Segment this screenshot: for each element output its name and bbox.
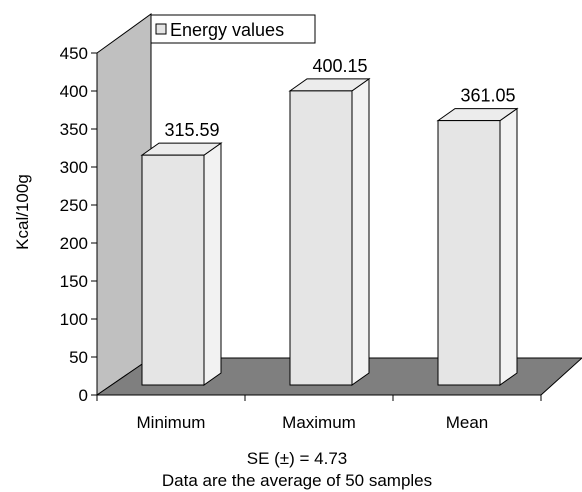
data-label-0: 315.59 xyxy=(164,120,219,140)
y-axis-ticks: 0 50 100 150 200 250 300 350 400 450 xyxy=(60,44,97,405)
x-axis-ticks: Minimum Maximum Mean xyxy=(96,395,542,432)
bar-2 xyxy=(436,107,519,386)
y-tick-label-5: 250 xyxy=(60,196,88,215)
data-labels: 315.59 400.15 361.05 xyxy=(164,56,515,140)
legend-box xyxy=(150,14,316,44)
bar-side-0 xyxy=(203,142,222,386)
note-samples: Data are the average of 50 samples xyxy=(162,471,432,490)
y-tick-label-6: 300 xyxy=(60,158,88,177)
bar-front-0 xyxy=(141,154,205,386)
y-tick-label-1: 50 xyxy=(69,348,88,367)
legend-label: Energy values xyxy=(170,20,284,40)
bar-front-1 xyxy=(289,90,353,386)
y-tick-label-2: 100 xyxy=(60,310,88,329)
x-tick-label-0: Minimum xyxy=(137,413,206,432)
bar-1 xyxy=(288,77,371,386)
bar-side-2 xyxy=(499,107,518,386)
bar-front-2 xyxy=(437,120,501,386)
y-tick-label-8: 400 xyxy=(60,82,88,101)
x-tick-label-2: Mean xyxy=(446,413,489,432)
x-tick-label-1: Maximum xyxy=(282,413,356,432)
y-tick-label-7: 350 xyxy=(60,120,88,139)
y-tick-label-0: 0 xyxy=(79,386,88,405)
y-tick-label-4: 200 xyxy=(60,234,88,253)
data-label-2: 361.05 xyxy=(460,86,515,106)
y-tick-label-9: 450 xyxy=(60,44,88,63)
bars xyxy=(140,77,519,386)
y-tick-label-3: 150 xyxy=(60,272,88,291)
legend-swatch xyxy=(155,23,167,35)
y-axis-label: Kcal/100g xyxy=(13,174,32,250)
note-se: SE (±) = 4.73 xyxy=(247,449,348,468)
bar-side-1 xyxy=(351,77,370,386)
data-label-1: 400.15 xyxy=(312,56,367,76)
legend: Energy values xyxy=(150,14,316,44)
bar-0 xyxy=(140,142,223,386)
